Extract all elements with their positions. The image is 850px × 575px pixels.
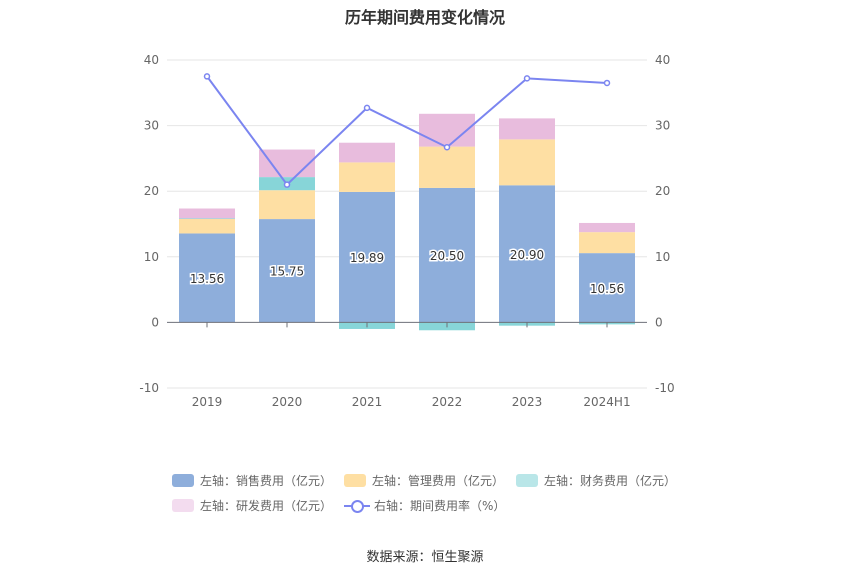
x-tick-label: 2020: [272, 395, 303, 409]
bar-segment: [579, 222, 635, 233]
bar-segment: [499, 139, 555, 186]
legend-label-rate: 右轴：期间费用率（%）: [374, 499, 506, 513]
bar-segment: [259, 219, 315, 323]
rate-point: [203, 73, 211, 80]
x-tick-label: 2024H1: [583, 395, 630, 409]
bar-segment: [419, 187, 475, 323]
x-tick-label: 2021: [352, 395, 383, 409]
y-right-tick-label: -10: [655, 381, 675, 395]
bar-segment: [179, 219, 235, 234]
legend-swatch-rate: [344, 499, 370, 513]
y-right-tick-label: 10: [655, 250, 670, 264]
bar-segment: [179, 208, 235, 219]
bar-segment: [579, 232, 635, 254]
legend-swatch-rnd: [172, 499, 194, 512]
y-right-tick-label: 0: [655, 315, 663, 329]
bar-segment: [339, 191, 395, 323]
chart-svg: -10 0 10 20 30 40 -10 0 10 20 30 40 13.56 2019 15.75 20…: [139, 53, 675, 409]
legend-item-finance[interactable]: 左轴：财务费用（亿元）: [516, 472, 676, 489]
bar-segment: [419, 146, 475, 188]
bar-segment: [499, 185, 555, 323]
chart-title: 历年期间费用变化情况: [344, 8, 505, 27]
y-right-tick-label: 20: [655, 184, 670, 198]
bar-segment: [179, 233, 235, 323]
rate-line: [206, 75, 608, 187]
y-left-tick-label: 20: [144, 184, 159, 198]
legend-item-sales[interactable]: 左轴：销售费用（亿元）: [172, 472, 332, 489]
bar-segment: [339, 142, 395, 163]
legend-item-admin[interactable]: 左轴：管理费用（亿元）: [344, 472, 504, 489]
data-label: 10.56: [590, 282, 624, 296]
x-tick-label: 2023: [512, 395, 543, 409]
rate-point: [443, 143, 451, 151]
legend-label-rnd: 左轴：研发费用（亿元）: [200, 499, 333, 513]
data-label: 20.90: [510, 248, 544, 262]
y-left-tick-label: 30: [144, 119, 159, 133]
data-label: 15.75: [270, 265, 304, 279]
legend-swatch-admin: [344, 474, 366, 487]
legend-swatch-sales: [172, 474, 194, 487]
y-left-tick-label: 10: [144, 250, 159, 264]
source-note: 数据来源：恒生聚源: [366, 550, 484, 565]
y-left-tick-label: 0: [151, 315, 159, 329]
bar-segment: [259, 190, 315, 220]
legend-label-sales: 左轴：销售费用（亿元）: [200, 474, 333, 488]
bar-segment: [179, 218, 235, 220]
bar-segment: [339, 162, 395, 192]
bar-segment: [259, 149, 315, 178]
legend-label-finance: 左轴：财务费用（亿元）: [544, 474, 677, 488]
x-tick-label: 2022: [432, 395, 463, 409]
x-tick-label: 2019: [192, 395, 223, 409]
rate-point: [523, 75, 531, 82]
y-right-tick-label: 30: [655, 119, 670, 133]
legend-item-rate[interactable]: 右轴：期间费用率（%）: [344, 497, 505, 514]
legend-item-rnd[interactable]: 左轴：研发费用（亿元）: [172, 497, 332, 514]
data-label: 20.50: [430, 249, 464, 263]
legend-label-admin: 左轴：管理费用（亿元）: [372, 474, 505, 488]
rate-point: [363, 104, 371, 112]
rate-point: [603, 79, 611, 87]
y-right-tick-label: 40: [655, 53, 670, 67]
bar-segment: [499, 118, 555, 140]
bar-segment: [579, 253, 635, 323]
data-label: 13.56: [190, 272, 224, 286]
rate-point: [283, 181, 291, 188]
data-label: 19.89: [350, 251, 384, 265]
y-left-tick-label: -10: [139, 381, 159, 395]
y-left-tick-label: 40: [144, 53, 159, 67]
legend-swatch-finance: [516, 474, 538, 487]
